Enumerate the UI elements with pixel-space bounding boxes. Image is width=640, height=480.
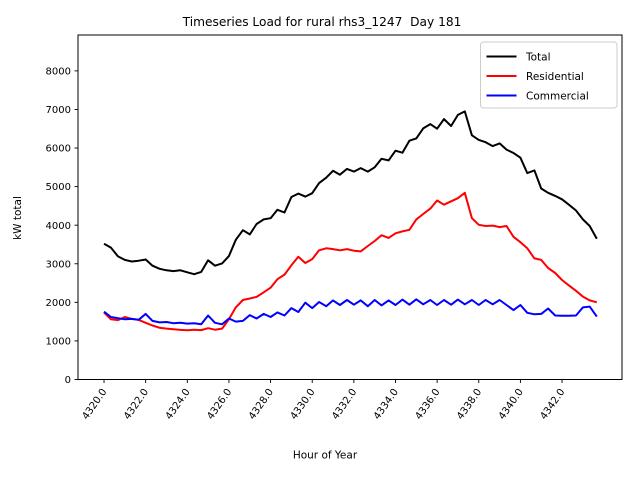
y-tick-label: 3000 [46,259,71,270]
y-tick-label: 2000 [46,298,71,309]
y-tick-label: 7000 [46,105,71,116]
series-line-commercial [103,298,598,326]
y-tick-label: 4000 [46,221,71,232]
y-tick-label: 8000 [46,66,71,77]
x-tick-label: 4328.0 [247,387,276,422]
x-tick-label: 4340.0 [497,387,526,422]
y-axis-label: kW total [12,196,24,240]
y-tick-label: 0 [65,375,71,386]
x-tick-label: 4322.0 [122,387,151,422]
series-line-residential [103,191,598,332]
legend-box [480,41,618,109]
y-tick-label: 5000 [46,182,71,193]
chart-title: Timeseries Load for rural rhs3_1247 Day … [182,15,462,29]
x-tick-label: 4342.0 [538,387,567,422]
legend-label-residential: Residential [526,71,584,83]
x-tick-label: 4334.0 [372,387,401,422]
series-line-total [103,110,598,276]
x-axis-label: Hour of Year [293,450,358,462]
x-tick-label: 4336.0 [413,387,442,422]
x-tick-label: 4332.0 [330,387,359,422]
x-tick-label: 4330.0 [289,387,318,422]
y-tick-label: 1000 [46,337,71,348]
y-tick-label: 6000 [46,144,71,155]
x-tick-label: 4338.0 [455,387,484,422]
legend-label-commercial: Commercial [526,90,589,102]
x-tick-label: 4320.0 [80,387,109,422]
legend-label-total: Total [525,51,551,63]
x-tick-label: 4326.0 [205,387,234,422]
x-tick-label: 4324.0 [164,387,193,422]
